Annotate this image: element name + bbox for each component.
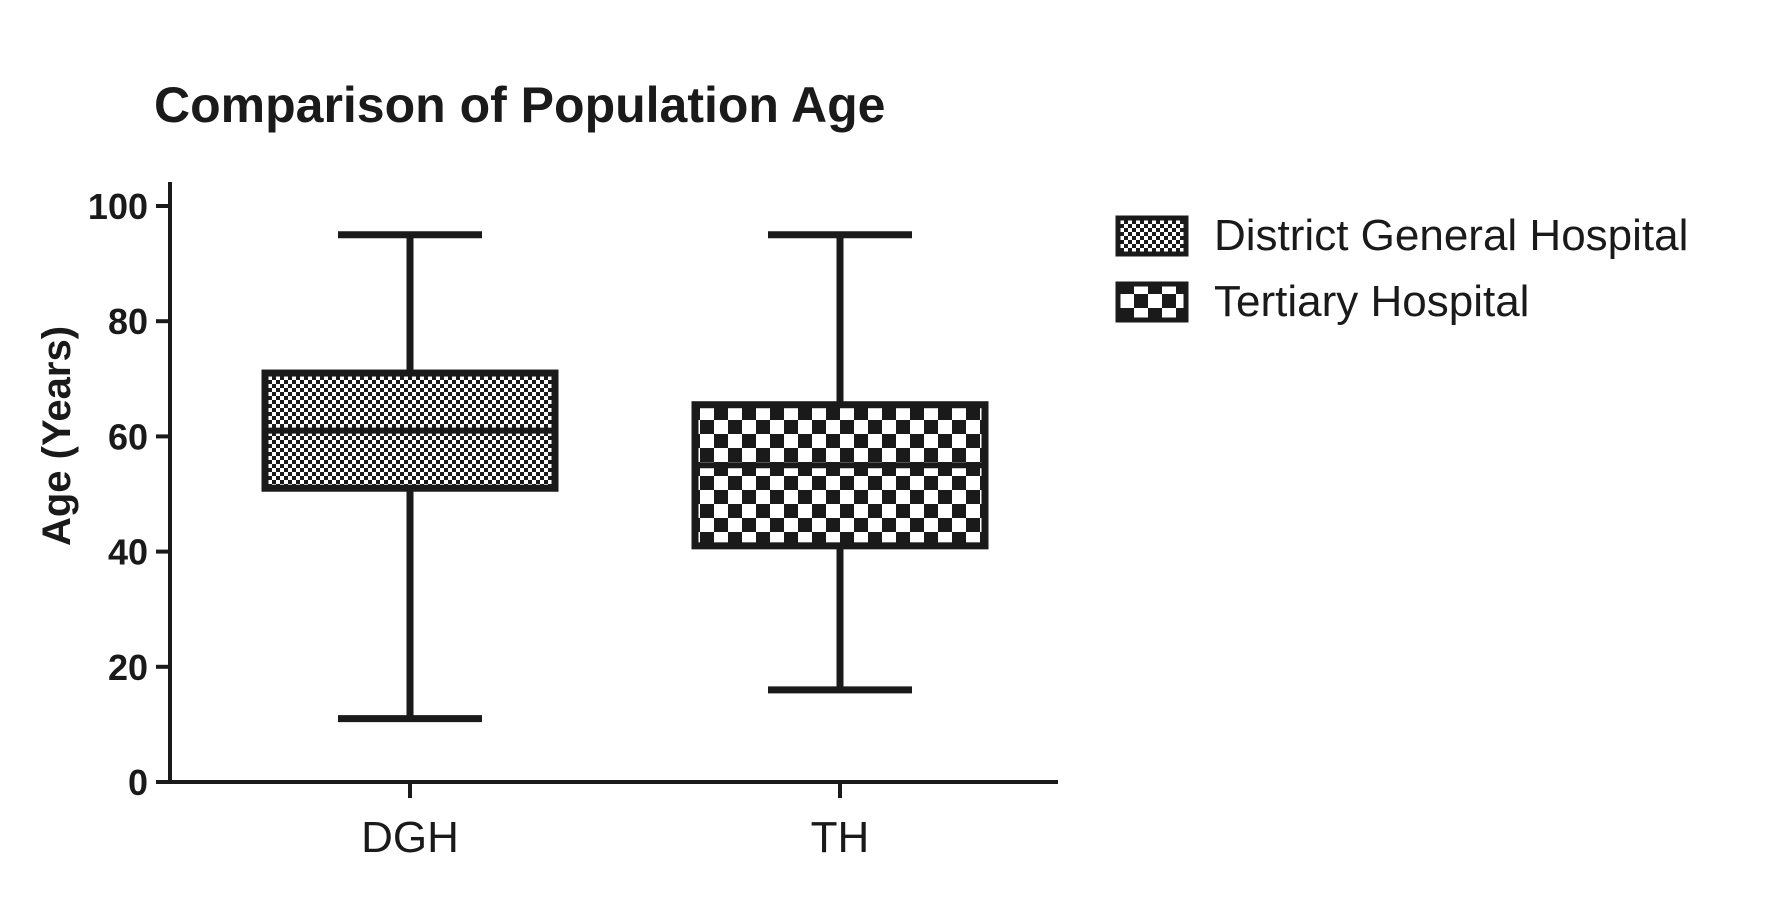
chart-title: Comparison of Population Age: [154, 77, 885, 133]
y-tick-label: 60: [108, 416, 148, 457]
legend-label: Tertiary Hospital: [1214, 277, 1529, 326]
x-ticks: DGH TH: [361, 782, 869, 862]
boxes: [261, 231, 989, 723]
legend-swatch: [1115, 281, 1189, 323]
legend-item: District General Hospital: [1115, 211, 1688, 260]
legend-item: Tertiary Hospital: [1115, 277, 1529, 326]
legend: District General Hospital Tertiary Hospit…: [1115, 211, 1688, 326]
legend-swatch: [1115, 215, 1189, 257]
box-th: [691, 231, 989, 694]
iqr-box: [691, 401, 989, 550]
y-ticks: 0 20 40 60 80 100: [88, 186, 170, 803]
x-tick-label: TH: [811, 813, 870, 862]
y-tick-label: 0: [128, 762, 148, 803]
y-tick-label: 100: [88, 186, 148, 227]
legend-label: District General Hospital: [1214, 211, 1688, 260]
x-tick-label: DGH: [361, 813, 459, 862]
y-tick-label: 40: [108, 532, 148, 573]
y-axis-label: Age (Years): [35, 326, 79, 546]
box-dgh: [261, 231, 559, 723]
y-tick-label: 80: [108, 301, 148, 342]
y-tick-label: 20: [108, 647, 148, 688]
